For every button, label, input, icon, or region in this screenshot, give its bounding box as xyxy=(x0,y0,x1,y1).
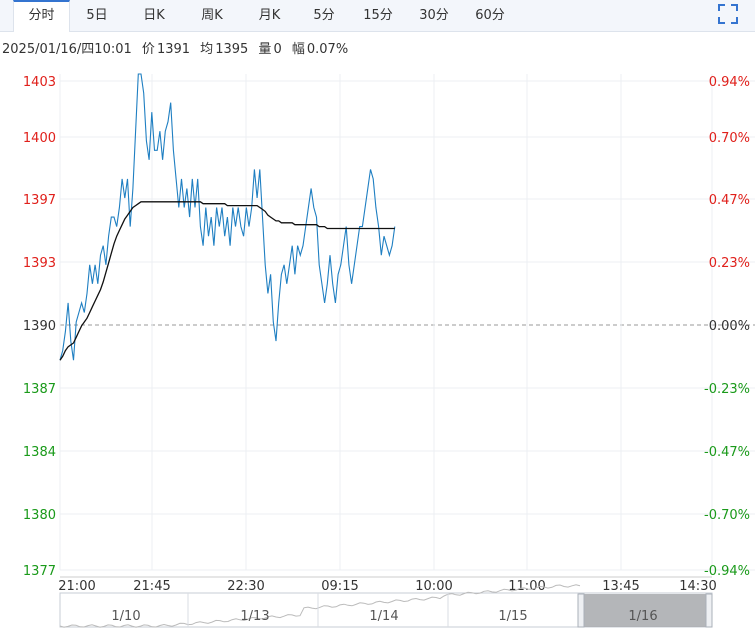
y-tick-label: 1387 xyxy=(23,382,56,397)
tab-6[interactable]: 15分 xyxy=(363,8,393,23)
tab-2[interactable]: 日K xyxy=(143,8,165,23)
range-navigator: 1/10 1/13 1/14 1/15 1/16 xyxy=(59,584,713,628)
pct-tick-label: -0.70% xyxy=(704,508,750,523)
navigator-line xyxy=(59,584,581,628)
x-tick-label: 10:00 xyxy=(415,579,452,594)
pct-tick-label: -0.94% xyxy=(704,564,750,579)
fullscreen-icon[interactable] xyxy=(717,3,739,25)
tab-0[interactable]: 分时 xyxy=(13,0,70,32)
y-tick-label: 1390 xyxy=(23,319,56,334)
navigator-date-label: 1/16 xyxy=(628,609,657,624)
y-tick-label: 1377 xyxy=(23,564,56,579)
avg-label: 均 xyxy=(200,42,214,57)
tab-1[interactable]: 5日 xyxy=(86,8,108,23)
avg-value: 1395 xyxy=(215,42,249,57)
x-tick-label: 21:45 xyxy=(133,579,170,594)
navigator-handle-right[interactable] xyxy=(705,593,713,628)
series-line-price xyxy=(59,73,396,361)
tab-7[interactable]: 30分 xyxy=(419,8,449,23)
price-label: 价 xyxy=(141,42,155,57)
tab-4[interactable]: 月K xyxy=(258,8,281,23)
y-tick-label: 1393 xyxy=(23,256,56,271)
x-tick-label: 13:45 xyxy=(602,579,639,594)
pct-tick-label: 0.47% xyxy=(709,193,750,208)
pct-tick-label: 0.23% xyxy=(709,256,750,271)
x-tick-label: 09:15 xyxy=(321,579,358,594)
volume-value: 0 xyxy=(273,42,282,57)
series-line-avg xyxy=(59,201,395,361)
pct-tick-label: 0.00% xyxy=(709,319,750,334)
change-value: 0.07% xyxy=(306,42,349,57)
navigator-date-label: 1/10 xyxy=(111,609,140,624)
y-tick-label: 1384 xyxy=(23,445,56,460)
volume-label: 量 xyxy=(258,42,272,57)
x-tick-label: 21:00 xyxy=(58,579,95,594)
tab-8[interactable]: 60分 xyxy=(475,8,505,23)
navigator-date-label: 1/13 xyxy=(240,609,269,624)
pct-tick-label: 0.70% xyxy=(709,131,750,146)
navigator-date-label: 1/14 xyxy=(369,609,398,624)
pct-tick-label: -0.23% xyxy=(704,382,750,397)
tab-5[interactable]: 5分 xyxy=(313,8,335,23)
change-label: 幅 xyxy=(291,42,305,57)
x-tick-label: 11:00 xyxy=(508,579,545,594)
period-tab-bar: 分时 5日 日K 周K 月K 5分 15分 30分 60分 xyxy=(0,0,755,32)
y-tick-label: 1380 xyxy=(23,508,56,523)
navigator-handle-left[interactable] xyxy=(577,593,585,628)
pct-tick-label: 0.94% xyxy=(709,75,750,90)
tab-3[interactable]: 周K xyxy=(201,8,223,23)
y-tick-label: 1400 xyxy=(23,131,56,146)
y-tick-label: 1403 xyxy=(23,75,56,90)
pct-tick-label: -0.47% xyxy=(704,445,750,460)
x-tick-label: 22:30 xyxy=(227,579,264,594)
price-value: 1391 xyxy=(156,42,191,57)
y-tick-label: 1397 xyxy=(23,193,56,208)
navigator-date-label: 1/15 xyxy=(498,609,527,624)
navigator-selection xyxy=(583,594,708,627)
x-tick-label: 14:30 xyxy=(679,579,716,594)
quote-datetime: 2025/01/16/四10:01 xyxy=(2,42,132,57)
